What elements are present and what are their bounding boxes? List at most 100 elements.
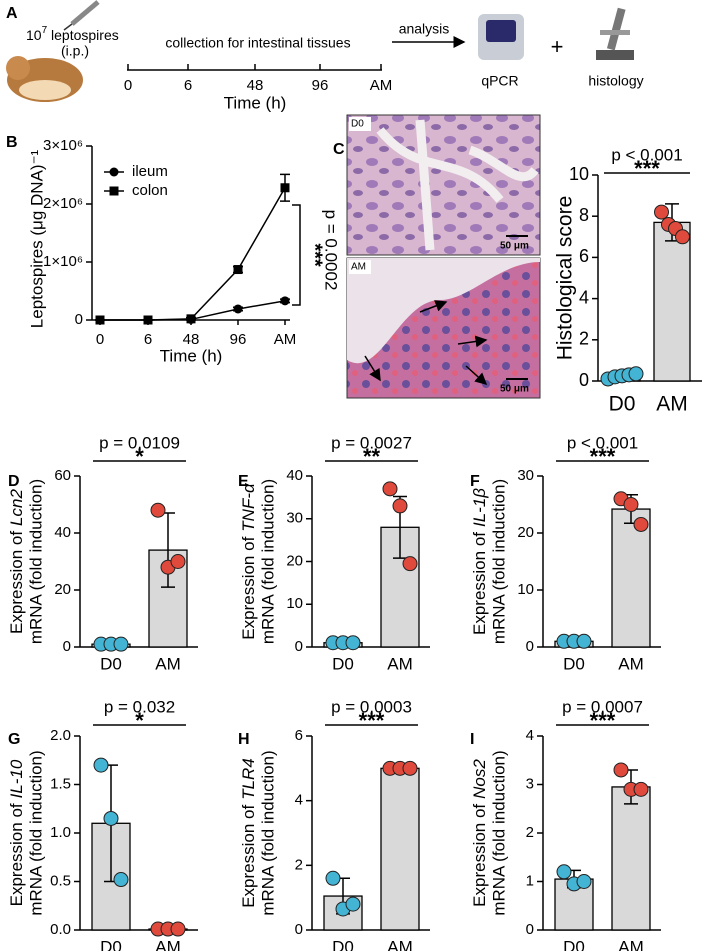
significance-stars: *** — [590, 708, 616, 733]
y-axis-label: mRNA (fold induction) — [489, 750, 508, 915]
y-axis-label-text: Expression of — [470, 804, 489, 907]
tissue-lumen — [376, 119, 539, 251]
timeline-tick-label: 96 — [312, 77, 329, 94]
y-axis-label: mRNA (fold induction) — [489, 479, 508, 644]
y-tick-label: 8 — [579, 205, 589, 225]
significance-stars: ** — [363, 444, 381, 469]
y-tick-label: 10 — [569, 164, 589, 184]
y-tick-label: 1 — [526, 872, 534, 889]
p-value: p = 0.0027 — [331, 433, 412, 452]
bar — [653, 221, 691, 382]
panel-label: I — [470, 731, 474, 748]
marker — [95, 315, 105, 325]
timeline-tick-label: 6 — [184, 77, 192, 94]
data-point — [402, 556, 418, 572]
x-axis-label: Time (h) — [160, 346, 223, 365]
significance-bracket — [292, 204, 301, 306]
hamster-head — [6, 56, 30, 80]
y-axis-label: Expression of IL-10 — [7, 759, 26, 906]
data-point — [113, 636, 129, 652]
histology-image — [346, 114, 541, 256]
data-point — [402, 760, 418, 776]
data-point — [576, 874, 592, 889]
significance-stars: *** — [304, 243, 326, 267]
legend-marker — [109, 186, 119, 196]
data-point — [325, 870, 341, 886]
y-tick-label: 0 — [295, 921, 303, 938]
y-tick-label: 20 — [54, 581, 71, 598]
y-tick-label: 10 — [286, 595, 303, 612]
panel-label: F — [470, 473, 480, 490]
data-point — [150, 502, 166, 518]
y-axis-label: Expression of Nos2 — [470, 759, 489, 907]
panel-a: A 107 leptospires (i.p.) collection for … — [6, 0, 644, 112]
marker — [143, 315, 153, 325]
p-value: p = 0.0002 — [322, 210, 341, 291]
x-tick-label: AM — [618, 654, 644, 673]
x-tick-label: D0 — [609, 393, 636, 416]
significance-stars: * — [135, 444, 144, 469]
x-tick-label: 0 — [96, 331, 104, 348]
x-tick-label: AM — [155, 937, 181, 951]
x-tick-label: 6 — [144, 331, 152, 348]
tissue-lumen — [347, 258, 540, 364]
x-tick-label: D0 — [563, 654, 585, 673]
timeline-tick-label: AM — [370, 77, 393, 94]
data-point — [623, 497, 639, 512]
x-tick-label: AM — [387, 654, 413, 673]
image-label: AM — [351, 262, 366, 273]
microscope-base — [596, 50, 634, 60]
significance-stars: *** — [590, 444, 616, 469]
plus: + — [551, 34, 564, 59]
data-point — [633, 781, 649, 797]
y-tick-label: 30 — [286, 510, 303, 527]
y-tick-label: 40 — [286, 467, 303, 484]
x-tick-label: AM — [155, 654, 181, 673]
y-tick-label: 0 — [75, 311, 83, 328]
legend-label: ileum — [132, 163, 168, 180]
y-tick-label: 0 — [526, 638, 534, 655]
y-axis-label-gene: TNF-α — [239, 482, 258, 532]
data-point — [93, 757, 109, 773]
y-tick-label: 6 — [579, 246, 589, 266]
y-axis-label-gene: TLR4 — [239, 758, 258, 800]
y-tick-label: 4 — [526, 727, 534, 744]
y-axis-label: Expression of Lcn2 — [7, 489, 26, 634]
qpcr-screen — [486, 20, 516, 42]
method: histology — [588, 73, 643, 89]
p-value: p = 0.032 — [104, 697, 175, 716]
x-tick-label: 96 — [230, 331, 247, 348]
significance-stars: * — [135, 708, 144, 733]
bar — [611, 786, 651, 931]
dose-label: leptospires — [47, 27, 119, 43]
y-tick-label: 1×10⁶ — [43, 253, 83, 270]
panel-label: A — [6, 5, 18, 22]
marker — [233, 304, 243, 314]
timeline-label: Time (h) — [224, 93, 287, 112]
y-axis-label-gene: Nos2 — [470, 759, 489, 799]
dose-exponent: 7 — [42, 25, 48, 36]
y-tick-label: 0.5 — [50, 872, 71, 889]
p-value: p = 0.0007 — [562, 697, 643, 716]
arrow-label: analysis — [399, 21, 450, 37]
y-tick-label: 20 — [517, 524, 534, 541]
y-axis-label-text: Expression of — [7, 531, 26, 634]
y-axis-label: Expression of TNF-α — [239, 482, 258, 640]
syringe-needle — [63, 23, 73, 31]
significance-stars: *** — [634, 156, 660, 181]
hamster-belly — [19, 80, 71, 100]
microscope-stage — [600, 30, 630, 35]
x-tick-label: AM — [656, 393, 688, 416]
y-tick-label: 30 — [517, 467, 534, 484]
p-value: p = 0.0003 — [331, 697, 412, 716]
y-axis-label-text: Expression of — [239, 536, 258, 639]
y-tick-label: 2 — [526, 824, 534, 841]
data-point — [628, 366, 644, 382]
y-tick-label: 3 — [526, 775, 534, 792]
data-point — [576, 633, 592, 649]
y-tick-label: 1.0 — [50, 824, 71, 841]
y-tick-label: 4 — [579, 287, 589, 307]
x-tick-label: 48 — [183, 331, 200, 348]
x-tick-label: D0 — [332, 654, 354, 673]
